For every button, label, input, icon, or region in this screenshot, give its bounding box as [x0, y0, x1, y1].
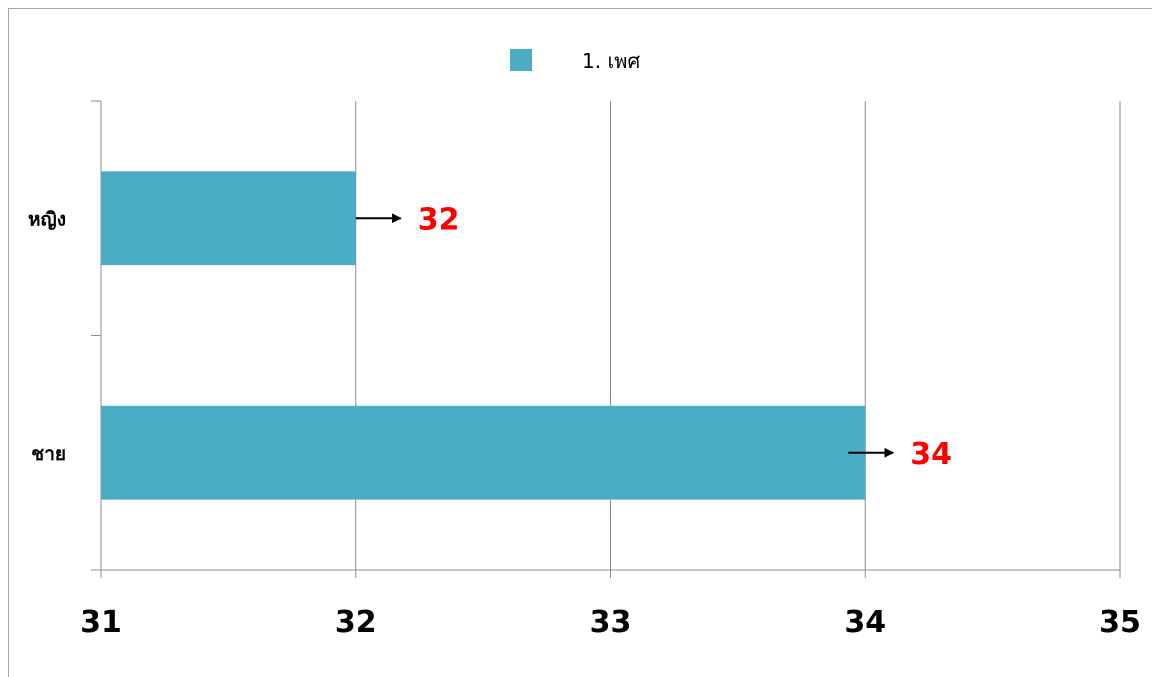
- data-label: 32: [418, 202, 460, 237]
- chart-frame: [8, 8, 1152, 677]
- x-tick-label: 35: [1099, 605, 1141, 640]
- x-tick-label: 32: [335, 605, 377, 640]
- annotations: 32 34: [355, 202, 952, 472]
- bar-1: [101, 405, 866, 500]
- legend: 1. เพศ: [510, 49, 640, 73]
- category-label: ชาย: [31, 443, 66, 465]
- x-tick-label: 31: [80, 605, 122, 640]
- bars: [101, 171, 866, 500]
- x-tick-label: 34: [844, 605, 886, 640]
- bar-0: [101, 171, 356, 266]
- data-label: 34: [910, 437, 952, 472]
- category-label: หญิง: [28, 208, 66, 230]
- x-tick-label: 33: [590, 605, 632, 640]
- legend-label: 1. เพศ: [582, 49, 640, 73]
- x-tick-labels: 31 32 33 34 35: [80, 605, 1141, 640]
- legend-swatch: [510, 49, 532, 71]
